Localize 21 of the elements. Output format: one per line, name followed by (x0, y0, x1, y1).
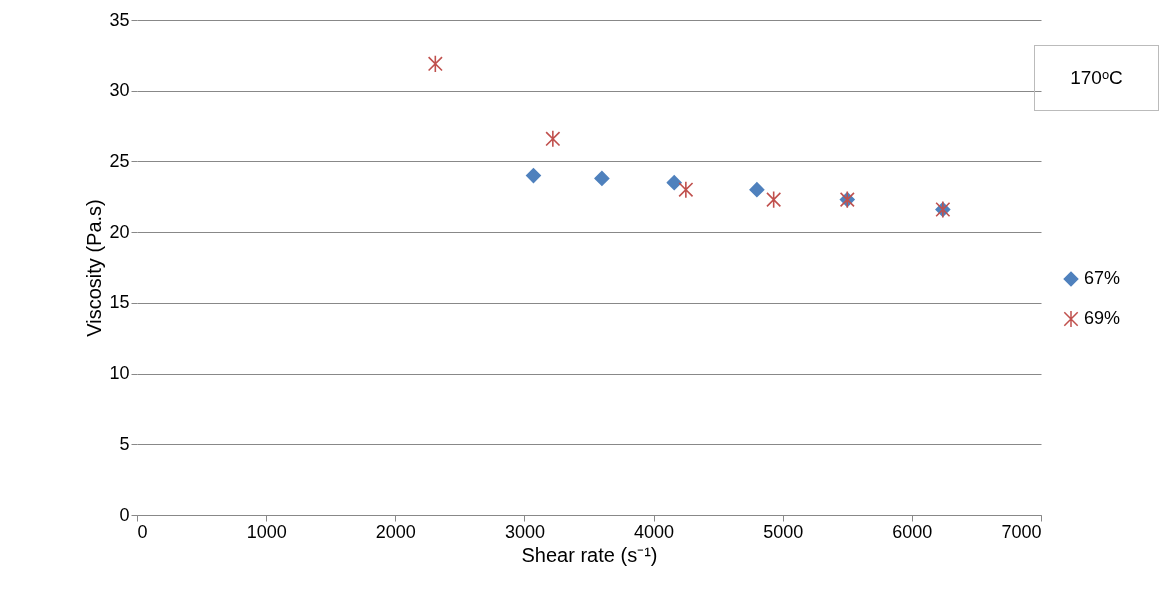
text: 170ᵒC (1034, 45, 1159, 111)
y-tick-label: 15 (109, 292, 130, 313)
x-axis-title: Shear rate (s⁻¹) (521, 543, 658, 566)
y-tick-label: 20 (109, 221, 130, 242)
legend-label: 69% (1084, 308, 1121, 328)
legend-label: 67% (1084, 268, 1121, 288)
y-tick-label: 30 (109, 80, 130, 101)
y-tick-label: 35 (109, 9, 130, 30)
x-tick-label: 2000 (375, 521, 416, 542)
x-tick-label: 7000 (1001, 521, 1042, 542)
y-tick-label: 10 (109, 363, 130, 384)
y-tick-label: 5 (119, 433, 130, 454)
x-tick-label: 4000 (634, 521, 675, 542)
x-tick-label: 0 (137, 521, 148, 542)
y-axis-title: Viscosity (Pa.s) (83, 199, 106, 337)
x-tick-label: 3000 (504, 521, 545, 542)
x-tick-label: 1000 (246, 521, 287, 542)
x-tick-label: 6000 (892, 521, 933, 542)
y-tick-label: 0 (119, 504, 130, 525)
x-tick-label: 5000 (763, 521, 804, 542)
y-tick-label: 25 (109, 150, 130, 171)
